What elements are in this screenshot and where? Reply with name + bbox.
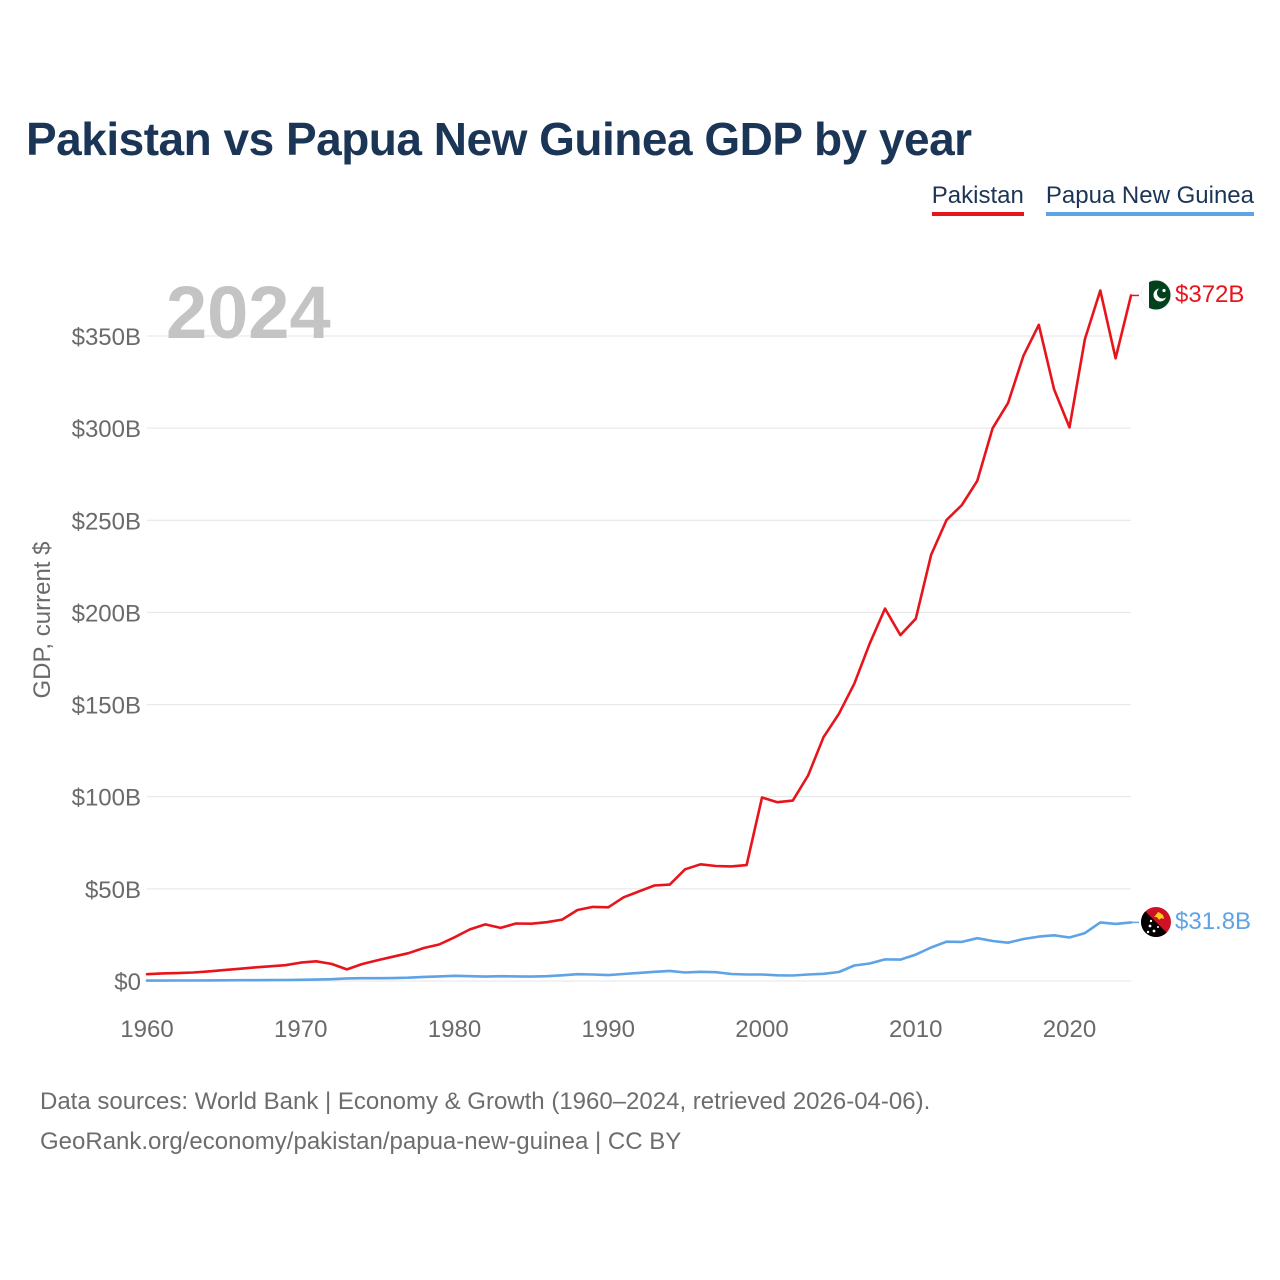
x-tick-label: 1980 bbox=[428, 1016, 481, 1043]
papua-new-guinea-flag-icon bbox=[1141, 907, 1171, 937]
pakistan-series-line bbox=[145, 289, 1133, 976]
y-axis-title: GDP, current $ bbox=[29, 542, 56, 699]
legend: Pakistan Papua New Guinea bbox=[931, 182, 1254, 216]
x-tick-label: 2020 bbox=[1043, 1016, 1096, 1043]
y-tick-label: $200B bbox=[72, 600, 141, 627]
papua-new-guinea-end-label: $31.8B bbox=[1175, 908, 1251, 935]
x-tick-label: 2010 bbox=[889, 1016, 942, 1043]
year-label: 2024 bbox=[166, 271, 331, 354]
x-tick-label: 1960 bbox=[120, 1016, 173, 1043]
legend-item-papua-new-guinea[interactable]: Papua New Guinea bbox=[1045, 182, 1254, 216]
y-tick-label: $150B bbox=[72, 693, 141, 720]
source-line-1: Data sources: World Bank | Economy & Gro… bbox=[40, 1088, 931, 1115]
y-tick-label: $350B bbox=[72, 324, 141, 351]
x-tick-label: 1970 bbox=[274, 1016, 327, 1043]
pakistan-flag-icon bbox=[1140, 279, 1172, 311]
x-tick-label: 2000 bbox=[735, 1016, 788, 1043]
x-tick-label: 1990 bbox=[582, 1016, 635, 1043]
y-tick-label: $250B bbox=[72, 508, 141, 535]
papua-new-guinea-series-line bbox=[145, 921, 1133, 982]
y-tick-label: $300B bbox=[72, 416, 141, 443]
page-title: Pakistan vs Papua New Guinea GDP by year bbox=[26, 113, 972, 165]
pakistan-end-label: $372B bbox=[1175, 281, 1244, 308]
source-line-2[interactable]: GeoRank.org/economy/pakistan/papua-new-g… bbox=[40, 1128, 682, 1155]
y-tick-label: $50B bbox=[85, 877, 141, 904]
legend-item-pakistan[interactable]: Pakistan bbox=[931, 182, 1024, 216]
y-tick-label: $0 bbox=[114, 969, 141, 996]
gdp-line-chart: $0 $50B $100B $150B $200B $250B $300B $350B 1960… bbox=[29, 271, 1251, 1043]
y-tick-label: $100B bbox=[72, 785, 141, 812]
source-note: Data sources: World Bank | Economy & Gro… bbox=[40, 1082, 930, 1162]
